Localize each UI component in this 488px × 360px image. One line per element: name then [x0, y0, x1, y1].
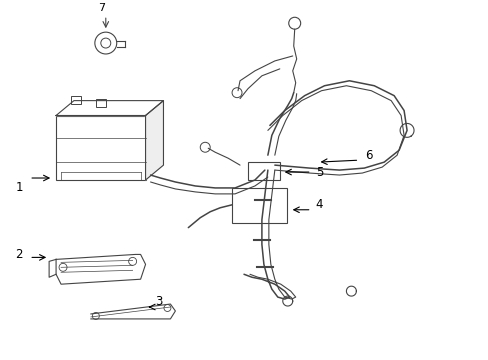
Circle shape — [92, 312, 99, 319]
Polygon shape — [56, 255, 145, 284]
Bar — [56, 116, 145, 180]
Text: 4: 4 — [315, 198, 323, 211]
Text: 6: 6 — [365, 149, 372, 162]
Circle shape — [200, 142, 210, 152]
Bar — [96, 99, 105, 107]
Text: 7: 7 — [98, 3, 105, 13]
Text: 3: 3 — [155, 294, 162, 307]
Circle shape — [163, 305, 171, 311]
Bar — [71, 96, 81, 104]
Circle shape — [95, 32, 117, 54]
Circle shape — [232, 88, 242, 98]
Polygon shape — [145, 100, 163, 180]
Circle shape — [59, 264, 67, 271]
Text: 1: 1 — [16, 181, 23, 194]
Text: 2: 2 — [16, 248, 23, 261]
Polygon shape — [56, 100, 163, 116]
Bar — [247, 162, 279, 180]
Circle shape — [288, 17, 300, 29]
Bar — [232, 188, 286, 223]
Circle shape — [128, 257, 136, 265]
Circle shape — [101, 38, 111, 48]
Text: 5: 5 — [315, 166, 323, 179]
